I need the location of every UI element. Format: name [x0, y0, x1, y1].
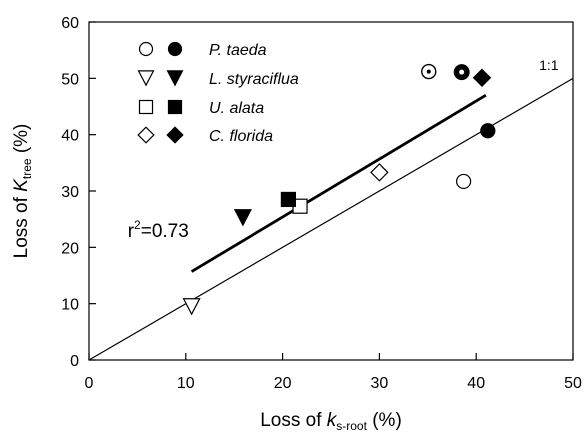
legend-marker-open — [138, 41, 154, 57]
x-axis-label-italic: k — [327, 410, 338, 431]
data-point-filled — [233, 209, 252, 227]
data-point-inner-dot — [459, 69, 465, 75]
y-axis-label: Loss of Ktree (%) — [11, 124, 34, 259]
x-tick-label: 50 — [564, 375, 582, 392]
x-tick-label: 0 — [85, 375, 94, 392]
legend-marker-open — [137, 126, 155, 144]
chart-lines — [88, 77, 574, 361]
legend-label: L. styraciflua — [209, 71, 299, 88]
legend-marker-open — [138, 99, 154, 115]
x-axis-label-sub: s-root — [336, 419, 367, 433]
legend-label: P. taeda — [209, 42, 267, 59]
y-axis-label-unit: (%) — [11, 124, 32, 159]
legend-label: C. florida — [209, 128, 273, 145]
legend-marker-open — [137, 70, 155, 87]
axis-ticks: 0 10 20 30 40 50 0 10 20 30 40 50 60 — [61, 15, 582, 392]
r-squared-superscript: 2 — [134, 218, 141, 232]
y-tick-label: 20 — [61, 240, 79, 257]
data-point-inner-dot — [426, 69, 431, 74]
x-tick-label: 40 — [467, 375, 485, 392]
legend-marker-filled — [166, 126, 184, 144]
data-point-filled — [472, 68, 492, 88]
data-point-open — [456, 173, 472, 190]
data-point-open — [370, 163, 389, 182]
legend-marker-filled — [166, 70, 184, 87]
legend-marker-filled — [167, 41, 183, 57]
y-tick-label: 40 — [61, 128, 79, 145]
y-tick-label: 60 — [61, 15, 79, 32]
x-tick-label: 20 — [274, 375, 292, 392]
x-tick-label: 30 — [371, 375, 389, 392]
y-axis-label-main: Loss of — [11, 192, 32, 259]
r-squared-value: =0.73 — [141, 221, 189, 242]
r-squared-annotation: r2=0.73 — [128, 218, 189, 242]
data-point-filled — [280, 191, 297, 208]
x-axis-label-unit: (%) — [367, 410, 402, 431]
x-axis-label-main: Loss of — [260, 410, 327, 431]
data-point-open — [182, 298, 201, 316]
r-squared-base: r — [128, 221, 135, 242]
reference-line-label: 1:1 — [539, 57, 559, 73]
y-tick-label: 10 — [61, 297, 79, 314]
data-point-filled — [480, 123, 496, 139]
data-points — [182, 63, 496, 316]
x-tick-label: 10 — [177, 375, 195, 392]
plot-frame — [88, 21, 574, 361]
y-tick-label: 50 — [61, 71, 79, 88]
y-tick-label: 0 — [70, 353, 79, 370]
legend-marker-filled — [167, 99, 183, 115]
legend-label: U. alata — [209, 100, 264, 117]
y-axis-label-italic: K — [11, 178, 32, 192]
legend: P. taeda L. styraciflua U. alata C. florida — [137, 41, 299, 145]
regression-line — [190, 94, 487, 273]
y-axis-label-sub: tree — [20, 158, 34, 179]
y-tick-label: 30 — [61, 184, 79, 201]
x-axis-label: Loss of ks-root (%) — [260, 410, 402, 433]
one-to-one-line — [88, 77, 574, 361]
